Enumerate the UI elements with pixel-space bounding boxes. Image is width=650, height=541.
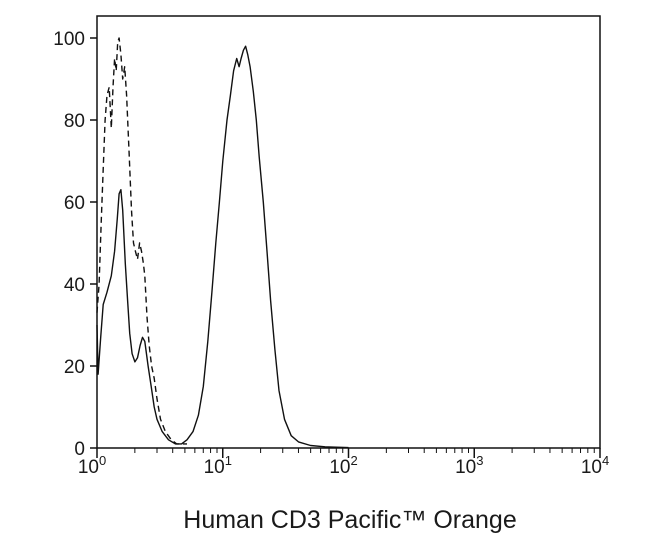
series-layer: [96, 37, 349, 449]
plot-area-frame: [96, 15, 601, 449]
x-tick-label-1: 101: [204, 453, 232, 478]
y-tick-label-20: 20: [64, 357, 85, 378]
y-tick-label-0: 0: [74, 439, 85, 460]
y-axis: 0 20 40 60 80 100: [53, 29, 97, 460]
y-tick-label-100: 100: [53, 29, 85, 50]
x-tick-exponent: 3: [476, 453, 483, 468]
x-tick-exponent: 2: [350, 453, 357, 468]
x-tick-base: 10: [329, 457, 350, 478]
x-tick-label-4: 104: [581, 453, 609, 478]
x-tick-base: 10: [204, 457, 225, 478]
series-dashed-line: [96, 37, 187, 445]
x-axis-label: Human CD3 Pacific™ Orange: [183, 506, 516, 534]
x-axis: 100 101 102 103 104: [78, 448, 609, 478]
x-tick-label-0: 100: [78, 453, 106, 478]
x-tick-base: 10: [581, 457, 602, 478]
x-tick-label-2: 102: [329, 453, 357, 478]
x-tick-exponent: 0: [99, 453, 106, 468]
x-tick-label-3: 103: [455, 453, 483, 478]
y-tick-label-60: 60: [64, 193, 85, 214]
x-tick-exponent: 1: [225, 453, 232, 468]
series-solid-line: [96, 45, 349, 449]
x-tick-base: 10: [455, 457, 476, 478]
x-tick-base: 10: [78, 457, 99, 478]
y-tick-label-40: 40: [64, 275, 85, 296]
y-tick-label-80: 80: [64, 111, 85, 132]
x-tick-exponent: 4: [602, 453, 609, 468]
